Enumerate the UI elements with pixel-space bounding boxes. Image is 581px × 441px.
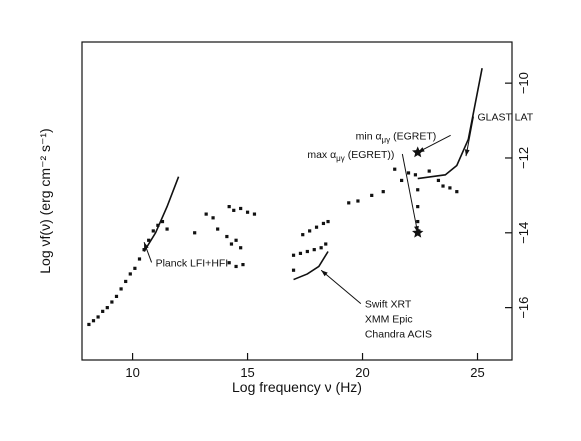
annotation-0: GLAST LAT bbox=[478, 112, 534, 124]
data-point-6 bbox=[114, 294, 119, 298]
data-point-36 bbox=[314, 225, 319, 229]
x-axis-label: Log frequency ν (Hz) bbox=[232, 379, 362, 395]
data-point-17 bbox=[165, 227, 169, 231]
data-point-25 bbox=[245, 210, 250, 214]
data-point-30 bbox=[239, 246, 243, 250]
y-tick-label-2: −14 bbox=[516, 222, 531, 244]
data-point-34 bbox=[301, 233, 305, 237]
data-point-29 bbox=[234, 238, 238, 242]
data-point-59 bbox=[455, 190, 459, 194]
data-point-52 bbox=[416, 205, 420, 209]
data-point-14 bbox=[151, 229, 155, 233]
annotation-1: min αμγ (EGRET) bbox=[356, 130, 437, 144]
annotation-6: Chandra ACIS bbox=[365, 329, 432, 341]
star-min-egret bbox=[412, 146, 424, 158]
data-point-10 bbox=[133, 266, 137, 270]
data-point-41 bbox=[305, 249, 309, 254]
x-tick-label-0: 10 bbox=[125, 365, 139, 380]
data-point-62 bbox=[406, 171, 411, 175]
data-point-49 bbox=[381, 190, 385, 194]
data-point-24 bbox=[239, 206, 243, 211]
data-point-2 bbox=[96, 315, 100, 319]
model-curves bbox=[143, 68, 483, 281]
data-point-12 bbox=[142, 248, 146, 252]
data-point-5 bbox=[110, 300, 114, 304]
data-point-40 bbox=[298, 251, 303, 255]
data-point-7 bbox=[119, 287, 123, 291]
data-point-61 bbox=[400, 178, 404, 183]
xray-curve bbox=[293, 251, 329, 281]
annotation-5: XMM Epic bbox=[365, 314, 413, 326]
planck-curve bbox=[143, 176, 180, 252]
data-point-19 bbox=[204, 212, 208, 216]
annotation-3: Planck LFI+HFI bbox=[156, 257, 229, 269]
x-tick-label-2: 20 bbox=[355, 365, 369, 380]
annotation-arrow-0 bbox=[465, 116, 474, 157]
annotation-4: Swift XRT bbox=[365, 299, 412, 311]
y-tick-label-3: −16 bbox=[516, 297, 531, 319]
plot-frame bbox=[81, 41, 513, 361]
data-point-55 bbox=[427, 169, 431, 173]
data-point-44 bbox=[324, 242, 328, 246]
y-tick-label-1: −12 bbox=[516, 147, 531, 169]
x-tick-label-1: 15 bbox=[240, 365, 254, 380]
data-point-13 bbox=[147, 238, 151, 242]
data-point-42 bbox=[312, 248, 316, 252]
data-point-32 bbox=[234, 264, 238, 269]
x-tick-label-3: 25 bbox=[470, 365, 484, 380]
annotations: GLAST LAT min αμγ (EGRET) max αμγ (EGRET))… bbox=[143, 112, 534, 341]
data-point-23 bbox=[232, 208, 236, 212]
data-point-20 bbox=[211, 216, 215, 220]
data-point-21 bbox=[216, 227, 220, 231]
data-point-43 bbox=[319, 246, 323, 250]
data-point-35 bbox=[308, 229, 312, 233]
data-point-9 bbox=[128, 272, 132, 276]
annotation-arrowhead-4 bbox=[321, 270, 328, 277]
data-point-57 bbox=[441, 184, 445, 188]
data-point-50 bbox=[413, 173, 418, 177]
data-point-47 bbox=[356, 199, 360, 203]
data-point-11 bbox=[137, 257, 142, 261]
annotation-2: max αμγ (EGRET)) bbox=[307, 149, 394, 163]
data-point-27 bbox=[225, 234, 229, 239]
data-point-4 bbox=[105, 306, 109, 310]
data-point-16 bbox=[160, 219, 165, 224]
data-point-22 bbox=[227, 205, 231, 209]
data-point-15 bbox=[156, 223, 160, 227]
annotation-arrowhead-0 bbox=[464, 149, 470, 157]
glast-curve bbox=[417, 68, 483, 180]
data-point-28 bbox=[229, 242, 234, 246]
data-point-0 bbox=[87, 322, 91, 327]
data-point-38 bbox=[326, 219, 330, 224]
data-point-60 bbox=[393, 167, 397, 171]
data-point-46 bbox=[347, 201, 351, 205]
annotation-arrow-2 bbox=[401, 153, 419, 233]
axis-ticks: 10 15 20 25 −10 −12 −14 −16 bbox=[125, 72, 531, 380]
data-point-53 bbox=[416, 219, 420, 224]
data-point-26 bbox=[252, 212, 257, 216]
data-point-8 bbox=[124, 279, 128, 284]
data-point-51 bbox=[416, 188, 420, 192]
data-point-37 bbox=[321, 221, 326, 226]
data-point-3 bbox=[101, 309, 105, 313]
data-point-48 bbox=[370, 193, 374, 197]
annotation-arrowhead-2 bbox=[414, 225, 419, 233]
data-point-33 bbox=[241, 263, 245, 267]
annotation-arrowhead-1 bbox=[417, 147, 425, 153]
data-point-31 bbox=[227, 261, 231, 265]
annotation-arrowhead-3 bbox=[144, 242, 149, 250]
data-point-39 bbox=[291, 253, 296, 257]
data-marks bbox=[87, 167, 459, 327]
y-tick-label-0: −10 bbox=[516, 72, 531, 94]
annotation-arrow-4 bbox=[320, 269, 362, 305]
data-point-18 bbox=[193, 231, 197, 235]
data-point-58 bbox=[448, 186, 452, 190]
data-point-45 bbox=[291, 268, 296, 272]
y-axis-label: Log νf(ν) (erg cm⁻² s⁻¹) bbox=[37, 128, 53, 273]
data-point-1 bbox=[91, 319, 96, 323]
data-point-56 bbox=[436, 178, 441, 183]
